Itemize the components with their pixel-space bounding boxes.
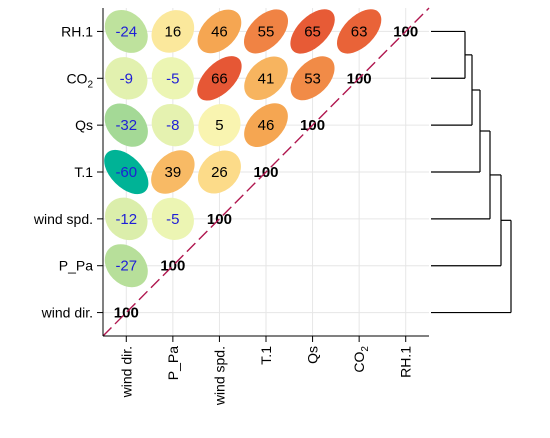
- correlation-value-label: -5: [166, 211, 179, 228]
- correlation-value-label: 65: [304, 23, 321, 40]
- correlation-ellipse: [151, 150, 195, 194]
- correlation-ellipse: [290, 9, 335, 54]
- x-tick-label: T.1: [258, 346, 274, 365]
- correlation-value-label: 46: [258, 117, 275, 134]
- correlation-value-label: 39: [165, 164, 182, 181]
- correlation-ellipse: [151, 103, 195, 147]
- correlation-ellipse: [151, 57, 194, 100]
- correlation-ellipse: [104, 9, 148, 53]
- y-tick-labels: wind dir. P_Pa wind spd. T.1 Qs CO2 RH.1: [33, 23, 103, 321]
- diagonal-value-label: 100: [114, 305, 139, 322]
- x-tick-label: RH.1: [398, 346, 414, 378]
- correlation-value-label: 53: [304, 70, 321, 87]
- y-tick-label: wind spd.: [33, 211, 93, 227]
- correlation-value-label: -24: [115, 23, 137, 40]
- correlation-value-label: 41: [258, 70, 275, 87]
- correlation-value-label: -32: [115, 117, 137, 134]
- correlation-ellipse: [104, 244, 148, 288]
- diagonal-value-label: 100: [160, 258, 185, 275]
- y-tick-label: CO2: [66, 70, 93, 90]
- x-tick-labels: wind dir. P_Pa wind spd. T.1 Qs CO2 RH.1: [118, 336, 414, 406]
- correlation-value-label: 55: [258, 23, 275, 40]
- correlation-ellipses: [104, 9, 382, 288]
- correlation-value-label: 5: [215, 117, 223, 134]
- correlation-ellipse: [104, 103, 148, 147]
- correlation-value-label: 16: [165, 23, 182, 40]
- correlation-value-label: -60: [115, 164, 137, 181]
- correlation-ellipse: [197, 150, 241, 194]
- x-tick-label: wind spd.: [211, 346, 227, 406]
- correlation-ellipse: [105, 57, 148, 100]
- correlation-ellipse: [244, 103, 288, 147]
- correlation-ellipse: [105, 197, 148, 241]
- correlation-value-label: 26: [211, 164, 228, 181]
- y-tick-label: Qs: [75, 117, 93, 133]
- y-tick-label: RH.1: [61, 23, 93, 39]
- correlation-ellipse: [197, 9, 242, 54]
- correlation-value-label: 46: [211, 23, 228, 40]
- x-tick-label: wind dir.: [118, 346, 134, 398]
- correlation-value-label: -12: [115, 211, 137, 228]
- correlation-ellipse: [104, 149, 149, 195]
- x-tick-label: Qs: [305, 346, 321, 364]
- correlation-ellipse: [336, 9, 382, 54]
- x-tick-label: P_Pa: [165, 346, 181, 380]
- correlation-ellipse: [244, 56, 288, 101]
- correlation-ellipse: [290, 56, 335, 101]
- correlation-ellipse: [151, 10, 195, 53]
- correlation-value-label: 63: [351, 23, 368, 40]
- x-tick-label: CO2: [351, 346, 371, 373]
- correlation-value-label: 66: [211, 70, 228, 87]
- dendrogram: [431, 30, 512, 314]
- diagonal-dashed-line: [102, 7, 430, 337]
- correlation-ellipse: [198, 104, 241, 147]
- correlation-value-label: -27: [115, 258, 137, 275]
- y-tick-label: T.1: [74, 164, 93, 180]
- correlation-value-label: -5: [166, 70, 179, 87]
- correlation-value-label: -8: [166, 117, 179, 134]
- correlation-ellipse: [197, 56, 242, 101]
- correlation-value-label: -9: [120, 70, 133, 87]
- correlation-ellipse: [243, 9, 289, 54]
- y-tick-label: P_Pa: [59, 258, 93, 274]
- y-tick-label: wind dir.: [41, 305, 93, 321]
- correlation-ellipse: [151, 197, 194, 240]
